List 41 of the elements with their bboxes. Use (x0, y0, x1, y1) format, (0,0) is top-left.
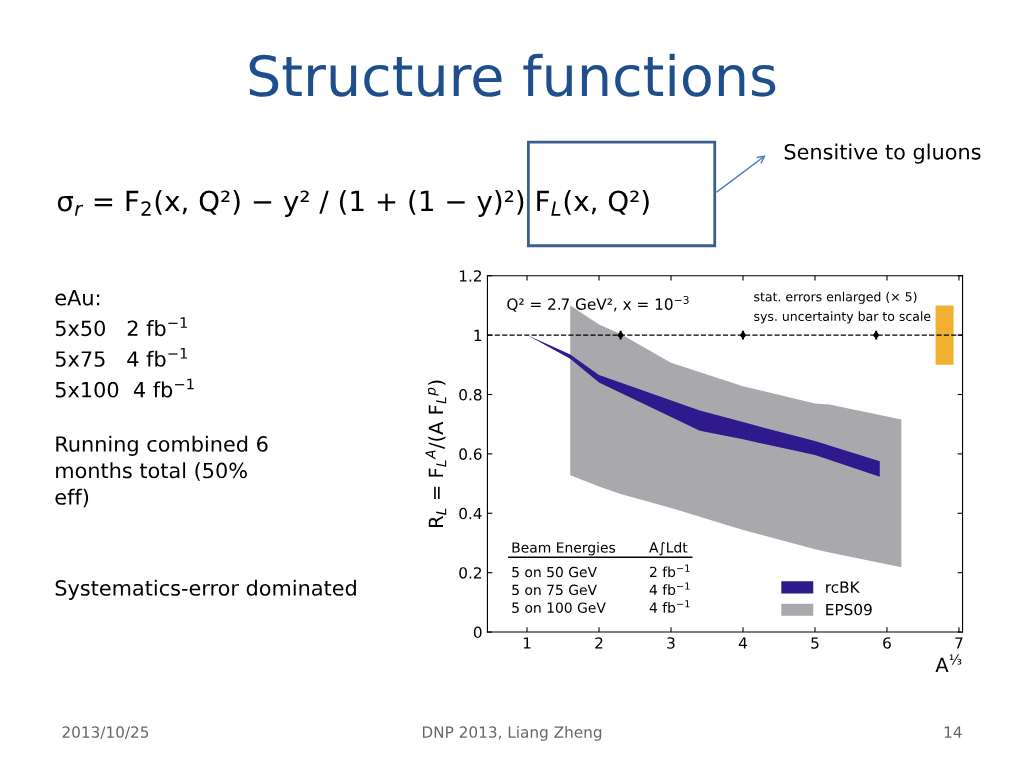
text: 5x100 4 fb$^{−1}$ (55, 378, 194, 398)
legend-label: EPS09 (826, 603, 872, 616)
annotation: 4 fb$^{−1}$ (649, 582, 690, 596)
annotation: sys. uncertainty bar to scale (754, 311, 931, 324)
x-tick-label: 5 (811, 637, 819, 649)
text: DNP 2013, Liang Zheng (422, 726, 602, 741)
text: Systematics-error dominated (55, 579, 356, 600)
x-tick-label: 6 (883, 637, 891, 649)
x-tick-label: 4 (738, 637, 747, 649)
y-tick-label: 0.4 (459, 507, 482, 520)
annotation: 2 fb$^{−1}$ (649, 564, 690, 578)
text: 5x50 2 fb$^{−1}$ (55, 317, 188, 337)
y-tick-label: 0 (473, 626, 482, 639)
legend-label: rcBK (826, 581, 860, 593)
x-tick-label: 3 (667, 637, 675, 649)
annotation: A∫Ldt (649, 541, 688, 556)
y-tick-label: 1 (474, 329, 482, 341)
x-axis-title: A$^{⅓}$ (935, 654, 962, 672)
annotation: stat. errors enlarged (× 5) (754, 291, 917, 304)
annotation: 4 fb$^{−1}$ (649, 600, 690, 613)
text: Sensitive to gluons (784, 143, 981, 164)
y-tick-label: 1.2 (459, 270, 482, 282)
text: σ$_{r}$ = F$_{2}$(x, Q²) − y² / (1 + (1 − y)²) F$_{L}$(x, Q²) (57, 190, 649, 217)
text: R$_{L}$ = F$_{L}$$^{A}$/(A F$_{L}$$^{p}$) (425, 380, 447, 528)
text: Running combined 6 months total (50% eff) (55, 435, 268, 508)
y-tick-label: 0.8 (459, 388, 482, 401)
text: 14 (944, 726, 962, 738)
chart-title: Structure functions (249, 53, 776, 97)
text: eAu: (55, 290, 100, 306)
annotation: 5 on 100 GeV (512, 602, 606, 613)
x-tick-label: 2 (595, 637, 603, 649)
x-tick-label: 7 (955, 637, 963, 649)
y-tick-label: 0.6 (459, 448, 482, 460)
annotation: Q² = 2.7 GeV², x = 10$^{−3}$ (507, 295, 689, 312)
text: 5x75 4 fb$^{−1}$ (55, 347, 188, 367)
annotation: Beam Energies (512, 542, 616, 556)
y-tick-label: 0.2 (459, 567, 482, 579)
annotation: 5 on 75 GeV (512, 584, 597, 596)
annotation: 5 on 50 GeV (512, 566, 597, 578)
x-tick-label: 1 (523, 637, 531, 649)
text: 2013/10/25 (62, 726, 149, 740)
